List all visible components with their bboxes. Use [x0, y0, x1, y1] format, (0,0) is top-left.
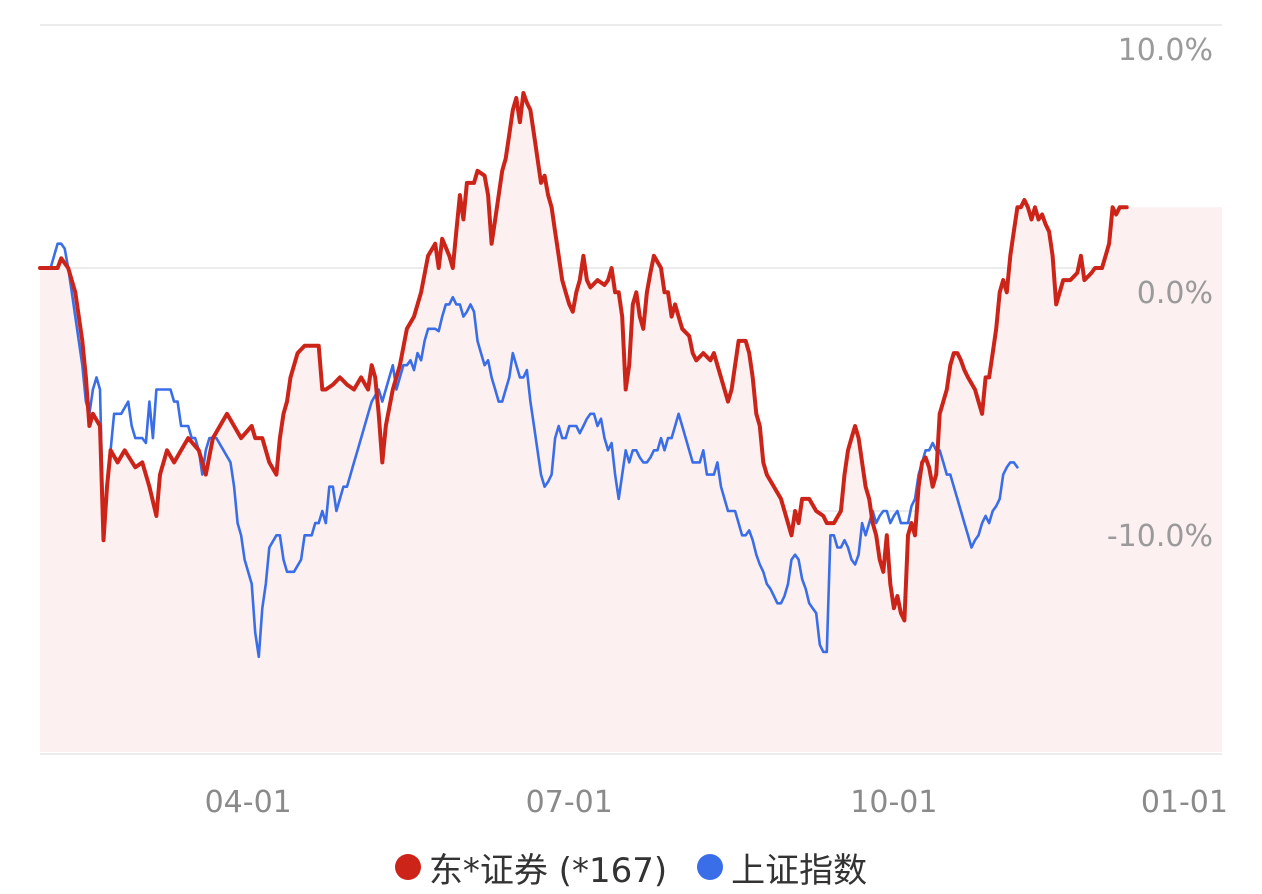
series-1-area [40, 93, 1222, 752]
legend-dot-blue-icon [697, 854, 724, 880]
legend-dot-red-icon [394, 854, 421, 880]
line-chart: 10.0% 0.0% -10.0% 04-01 07-01 10-01 01-01 [38, 24, 1228, 820]
legend-label-series-1: 东*证券 (*167) [428, 850, 668, 891]
y-axis-tick-labels: 10.0% 0.0% -10.0% [1107, 33, 1213, 554]
legend-item-series-1[interactable]: 东*证券 (*167) [394, 843, 668, 892]
y-tick-label-0: 10.0% [1118, 33, 1213, 68]
y-tick-label-1: 0.0% [1137, 276, 1213, 311]
series-1-line [38, 91, 1129, 623]
legend-label-series-2: 上证指数 [731, 850, 868, 891]
x-tick-label-2: 10-01 [850, 785, 937, 820]
chart-legend: 东*证券 (*167) 上证指数 [0, 840, 1262, 894]
x-axis-tick-labels: 04-01 07-01 10-01 01-01 [205, 785, 1228, 820]
y-tick-label-2: -10.0% [1107, 519, 1213, 554]
x-tick-label-0: 04-01 [205, 785, 292, 820]
x-tick-label-1: 07-01 [526, 785, 613, 820]
series-2-line [38, 242, 1019, 659]
series-area-fill [40, 93, 1222, 752]
x-tick-label-3: 01-01 [1141, 785, 1228, 820]
series-lines [38, 91, 1129, 659]
legend-item-series-2[interactable]: 上证指数 [697, 843, 867, 892]
